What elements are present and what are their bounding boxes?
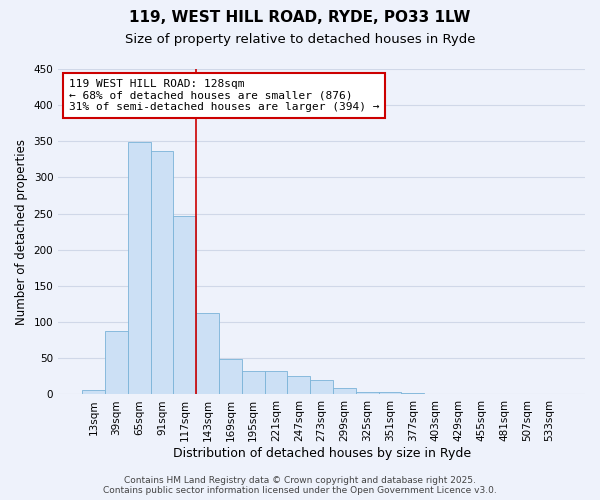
Bar	[287, 376, 310, 394]
Text: 119 WEST HILL ROAD: 128sqm
← 68% of detached houses are smaller (876)
31% of sem: 119 WEST HILL ROAD: 128sqm ← 68% of deta…	[69, 79, 379, 112]
Y-axis label: Number of detached properties: Number of detached properties	[15, 138, 28, 324]
Bar	[151, 152, 173, 394]
Bar	[196, 314, 219, 394]
X-axis label: Distribution of detached houses by size in Ryde: Distribution of detached houses by size …	[173, 447, 470, 460]
Text: Contains HM Land Registry data © Crown copyright and database right 2025.
Contai: Contains HM Land Registry data © Crown c…	[103, 476, 497, 495]
Bar	[219, 359, 242, 394]
Bar	[242, 372, 265, 394]
Bar	[356, 392, 379, 394]
Text: 119, WEST HILL ROAD, RYDE, PO33 1LW: 119, WEST HILL ROAD, RYDE, PO33 1LW	[130, 10, 470, 25]
Bar	[105, 331, 128, 394]
Bar	[82, 390, 105, 394]
Bar	[265, 372, 287, 394]
Bar	[333, 388, 356, 394]
Bar	[310, 380, 333, 394]
Bar	[128, 142, 151, 395]
Bar	[379, 392, 401, 394]
Text: Size of property relative to detached houses in Ryde: Size of property relative to detached ho…	[125, 32, 475, 46]
Bar	[173, 216, 196, 394]
Bar	[401, 393, 424, 394]
